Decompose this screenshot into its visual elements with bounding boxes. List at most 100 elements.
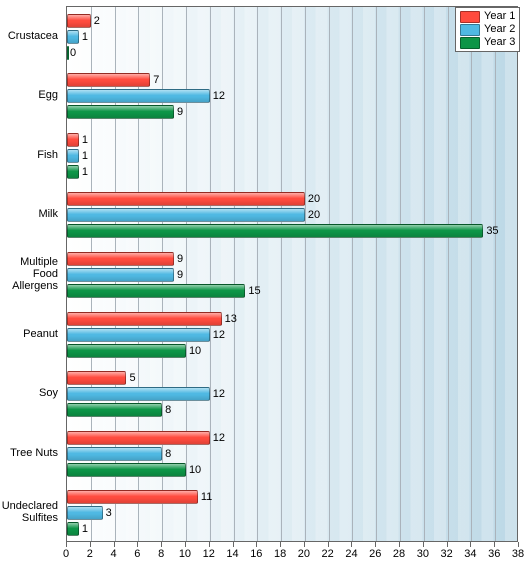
bar: [67, 252, 174, 266]
x-tick-label: 26: [365, 548, 385, 560]
x-tick-label: 22: [318, 548, 338, 560]
bar: [67, 447, 162, 461]
legend-swatch: [460, 24, 480, 36]
x-tick-label: 14: [223, 548, 243, 560]
bar: [67, 89, 210, 103]
x-tick: [470, 542, 471, 547]
x-tick: [209, 542, 210, 547]
bar-value-label: 12: [213, 387, 225, 401]
x-tick-label: 36: [484, 548, 504, 560]
bar: [67, 312, 222, 326]
x-tick-label: 12: [199, 548, 219, 560]
category-label: MultipleFoodAllergens: [0, 256, 58, 292]
category-label: Crustacea: [0, 30, 58, 42]
x-tick: [161, 542, 162, 547]
x-tick: [233, 542, 234, 547]
bar-value-label: 13: [225, 312, 237, 326]
x-tick: [351, 542, 352, 547]
bar: [67, 344, 186, 358]
legend-item: Year 1: [460, 10, 515, 23]
x-tick-label: 30: [413, 548, 433, 560]
bar: [67, 46, 69, 60]
x-tick-label: 10: [175, 548, 195, 560]
bar: [67, 431, 210, 445]
x-tick-label: 6: [127, 548, 147, 560]
bar: [67, 105, 174, 119]
bar-value-label: 1: [82, 165, 88, 179]
grid-line: [186, 7, 187, 541]
grid-line: [234, 7, 235, 541]
grid-line: [424, 7, 425, 541]
bar-value-label: 8: [165, 403, 171, 417]
grid-line: [448, 7, 449, 541]
legend-item: Year 2: [460, 23, 515, 36]
x-tick-label: 18: [270, 548, 290, 560]
legend-label: Year 1: [484, 10, 515, 23]
bar-value-label: 3: [106, 506, 112, 520]
grid-line: [471, 7, 472, 541]
x-tick: [375, 542, 376, 547]
bar-value-label: 7: [153, 73, 159, 87]
bar: [67, 506, 103, 520]
bar-value-label: 35: [486, 224, 498, 238]
bar: [67, 208, 305, 222]
category-label: Soy: [0, 387, 58, 399]
bar: [67, 30, 79, 44]
x-tick-label: 0: [56, 548, 76, 560]
x-tick-label: 16: [246, 548, 266, 560]
bar: [67, 284, 245, 298]
x-tick: [518, 542, 519, 547]
legend-label: Year 3: [484, 36, 515, 49]
bar: [67, 133, 79, 147]
bar: [67, 165, 79, 179]
legend-item: Year 3: [460, 36, 515, 49]
bar: [67, 463, 186, 477]
x-tick-label: 2: [80, 548, 100, 560]
legend-label: Year 2: [484, 23, 515, 36]
bar-value-label: 20: [308, 208, 320, 222]
bar: [67, 490, 198, 504]
x-tick: [328, 542, 329, 547]
legend: Year 1Year 2Year 3: [455, 7, 520, 52]
grid-line: [210, 7, 211, 541]
x-tick: [114, 542, 115, 547]
bar-value-label: 2: [94, 14, 100, 28]
x-tick: [494, 542, 495, 547]
bar-value-label: 5: [129, 371, 135, 385]
bar-value-label: 9: [177, 105, 183, 119]
grid-line: [495, 7, 496, 541]
x-tick-label: 8: [151, 548, 171, 560]
bar-value-label: 9: [177, 268, 183, 282]
x-tick: [90, 542, 91, 547]
bar-value-label: 1: [82, 133, 88, 147]
category-label: Tree Nuts: [0, 447, 58, 459]
bar: [67, 268, 174, 282]
category-label: Fish: [0, 149, 58, 161]
bar: [67, 224, 483, 238]
x-tick: [137, 542, 138, 547]
bar-value-label: 11: [201, 490, 212, 504]
x-tick-label: 28: [389, 548, 409, 560]
x-tick-label: 38: [508, 548, 524, 560]
category-label: UndeclaredSulfites: [0, 500, 58, 524]
x-tick-label: 4: [104, 548, 124, 560]
bar-value-label: 8: [165, 447, 171, 461]
x-tick: [423, 542, 424, 547]
bar-value-label: 15: [248, 284, 260, 298]
category-label: Milk: [0, 208, 58, 220]
bar: [67, 371, 126, 385]
bar-value-label: 10: [189, 463, 201, 477]
grid-line: [376, 7, 377, 541]
grid-line: [352, 7, 353, 541]
bar-value-label: 1: [82, 149, 88, 163]
x-tick-label: 24: [341, 548, 361, 560]
bar-value-label: 12: [213, 431, 225, 445]
bar: [67, 192, 305, 206]
category-label: Egg: [0, 89, 58, 101]
bar-value-label: 1: [82, 30, 88, 44]
bar-value-label: 1: [82, 522, 88, 536]
bar: [67, 403, 162, 417]
bar: [67, 14, 91, 28]
category-label: Peanut: [0, 328, 58, 340]
x-tick: [66, 542, 67, 547]
